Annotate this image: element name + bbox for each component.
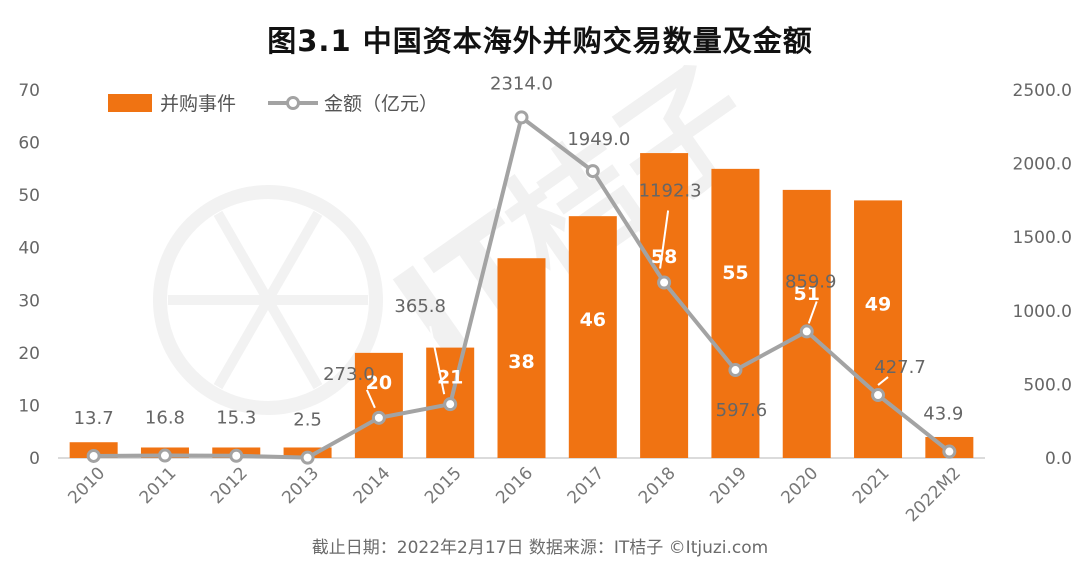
x-tick-label: 2015 <box>421 463 466 508</box>
x-tick-label: 2022M2 <box>902 463 965 526</box>
line-value-label: 273.0 <box>323 364 375 385</box>
line-value-label: 365.8 <box>394 296 446 317</box>
x-tick-label: 2014 <box>350 463 395 508</box>
line-label-leader <box>429 325 446 395</box>
line-value-label: 597.6 <box>716 400 768 421</box>
x-tick-label: 2017 <box>564 463 609 508</box>
line-point <box>443 397 458 412</box>
data-labels: 20 21 38 46 58 55 51 49 13.7 16.8 15.3 2.5 273.0 365.… <box>74 73 964 430</box>
watermark-logo-segment <box>263 297 323 390</box>
watermark-logo-circle <box>153 185 383 415</box>
legend-line-marker <box>286 96 300 110</box>
line-value-label: 2.5 <box>293 410 322 431</box>
line-point <box>514 110 529 125</box>
line-point <box>371 410 386 425</box>
y-left-tick-label: 60 <box>18 134 40 154</box>
x-tick-label: 2013 <box>278 463 323 508</box>
legend-bar-swatch <box>108 94 152 112</box>
bar-value-label: 38 <box>508 351 534 373</box>
y-left-tick-label: 20 <box>18 344 40 364</box>
x-tick-label: 2010 <box>64 463 109 508</box>
line-point <box>871 388 886 403</box>
x-tick-label: 2019 <box>706 463 751 508</box>
bar-value-label: 58 <box>651 246 677 268</box>
line-point <box>942 444 957 459</box>
line-point <box>728 363 743 378</box>
bar-value-label: 46 <box>580 309 606 331</box>
y-right-tick-label: 0.0 <box>1045 449 1072 469</box>
y-left-tick-label: 10 <box>18 396 40 416</box>
line-point <box>86 448 101 463</box>
line-value-label: 13.7 <box>74 408 114 429</box>
line-value-label: 2314.0 <box>490 73 553 94</box>
bar-series <box>69 153 974 459</box>
y-right-tick-label: 500.0 <box>1023 375 1072 395</box>
bar-value-label: 51 <box>794 283 820 305</box>
y-left-tick-label: 70 <box>18 81 40 101</box>
x-tick-label: 2011 <box>136 463 181 508</box>
y-right-tick-label: 2000.0 <box>1013 155 1072 175</box>
x-tick-label: 2020 <box>778 463 823 508</box>
line-value-label: 1192.3 <box>639 180 702 201</box>
x-tick-label: 2018 <box>635 463 680 508</box>
bar <box>354 352 403 458</box>
x-tick-label: 2021 <box>849 463 894 508</box>
bar-value-label: 20 <box>366 372 392 394</box>
y-left-tick-label: 0 <box>29 449 40 469</box>
bar <box>711 168 760 458</box>
y-left-tick-label: 30 <box>18 291 40 311</box>
bar <box>854 200 903 458</box>
source-note: 截止日期：2022年2月17日 数据来源：IT桔子 ©Itjuzi.com <box>311 538 769 558</box>
bar <box>497 258 546 458</box>
watermark-logo-segment <box>263 210 323 303</box>
line-value-label: 1949.0 <box>567 129 630 150</box>
chart-title: 图3.1 中国资本海外并购交易数量及金额 <box>267 24 813 58</box>
line-point <box>229 448 244 463</box>
legend-line-label: 金额（亿元） <box>324 93 438 115</box>
line-point <box>300 450 315 465</box>
line-label-leader <box>877 376 889 386</box>
x-tick-label: 2016 <box>492 463 537 508</box>
bar <box>782 189 831 458</box>
bar <box>568 216 617 458</box>
line-point <box>585 164 600 179</box>
y-left-tick-label: 50 <box>18 186 40 206</box>
legend: 并购事件 金额（亿元） <box>108 93 438 115</box>
bar-value-label: 21 <box>437 367 463 389</box>
legend-bar-label: 并购事件 <box>160 93 236 115</box>
line-value-label: 859.9 <box>785 271 837 292</box>
line-series <box>86 110 957 465</box>
line-point <box>157 448 172 463</box>
line-value-label: 43.9 <box>923 404 963 425</box>
y-right-tick-label: 1500.0 <box>1013 228 1072 248</box>
line-label-leader <box>365 389 376 409</box>
y-left-tick-label: 40 <box>18 239 40 259</box>
y-right-tick-label: 2500.0 <box>1013 81 1072 101</box>
watermark-logo-segment <box>213 297 273 390</box>
line-value-label: 16.8 <box>145 408 185 429</box>
line-point <box>799 324 814 339</box>
line-point <box>657 275 672 290</box>
bar-value-label: 49 <box>865 293 891 315</box>
bar-value-label: 55 <box>722 262 748 284</box>
bar <box>640 153 689 459</box>
line-value-label: 427.7 <box>874 357 926 378</box>
line-value-label: 15.3 <box>216 408 256 429</box>
line-label-leader <box>659 210 670 269</box>
line-label-leader <box>807 301 818 324</box>
y-right-tick-label: 1000.0 <box>1013 302 1072 322</box>
watermark-logo-segment <box>213 210 273 303</box>
x-tick-label: 2012 <box>207 463 252 508</box>
